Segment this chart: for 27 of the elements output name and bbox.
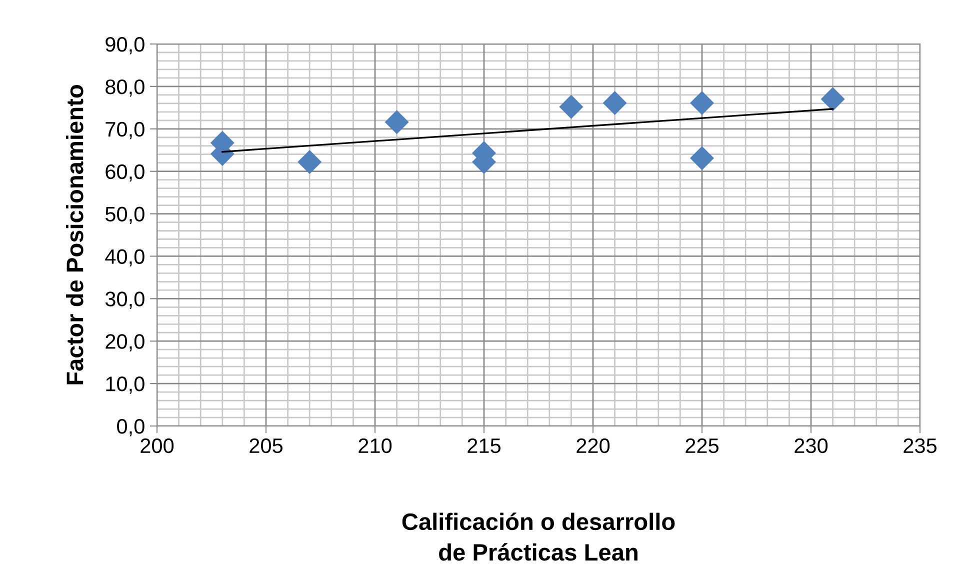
x-tick-label: 200 — [140, 438, 174, 454]
point — [690, 146, 714, 170]
point — [820, 87, 845, 112]
y-tick-label: 40,0 — [105, 249, 144, 266]
y-tick-label: 50,0 — [105, 206, 144, 224]
y-tick-label: 90,0 — [106, 37, 144, 54]
x-tick-label: 225 — [686, 438, 719, 454]
x-tick-label: 235 — [904, 438, 937, 454]
y-tick-label: 20,0 — [106, 334, 144, 352]
point — [690, 90, 714, 116]
x-axis-title: Calificación o desarrollo de Prácticas Lean — [402, 512, 675, 561]
point — [602, 90, 627, 116]
x-tick-label: 215 — [468, 438, 501, 454]
y-tick-label: 80,0 — [106, 79, 144, 97]
point — [298, 150, 322, 174]
y-tick-label: 10,0 — [106, 376, 144, 394]
x-tick-label: 205 — [250, 438, 283, 454]
point — [559, 94, 584, 119]
y-tick-label: 60,0 — [106, 164, 144, 182]
x-tick-label: 230 — [794, 438, 828, 454]
y-tick-label: 70,0 — [106, 122, 144, 140]
x-tick-label: 220 — [576, 438, 610, 454]
y-tick-label: 0,0 — [117, 419, 144, 436]
point — [384, 110, 409, 134]
x-tick-label: 210 — [358, 438, 392, 454]
y-axis-title: Factor de Posicionamiento — [66, 85, 84, 384]
y-tick-label: 30,0 — [105, 292, 144, 309]
